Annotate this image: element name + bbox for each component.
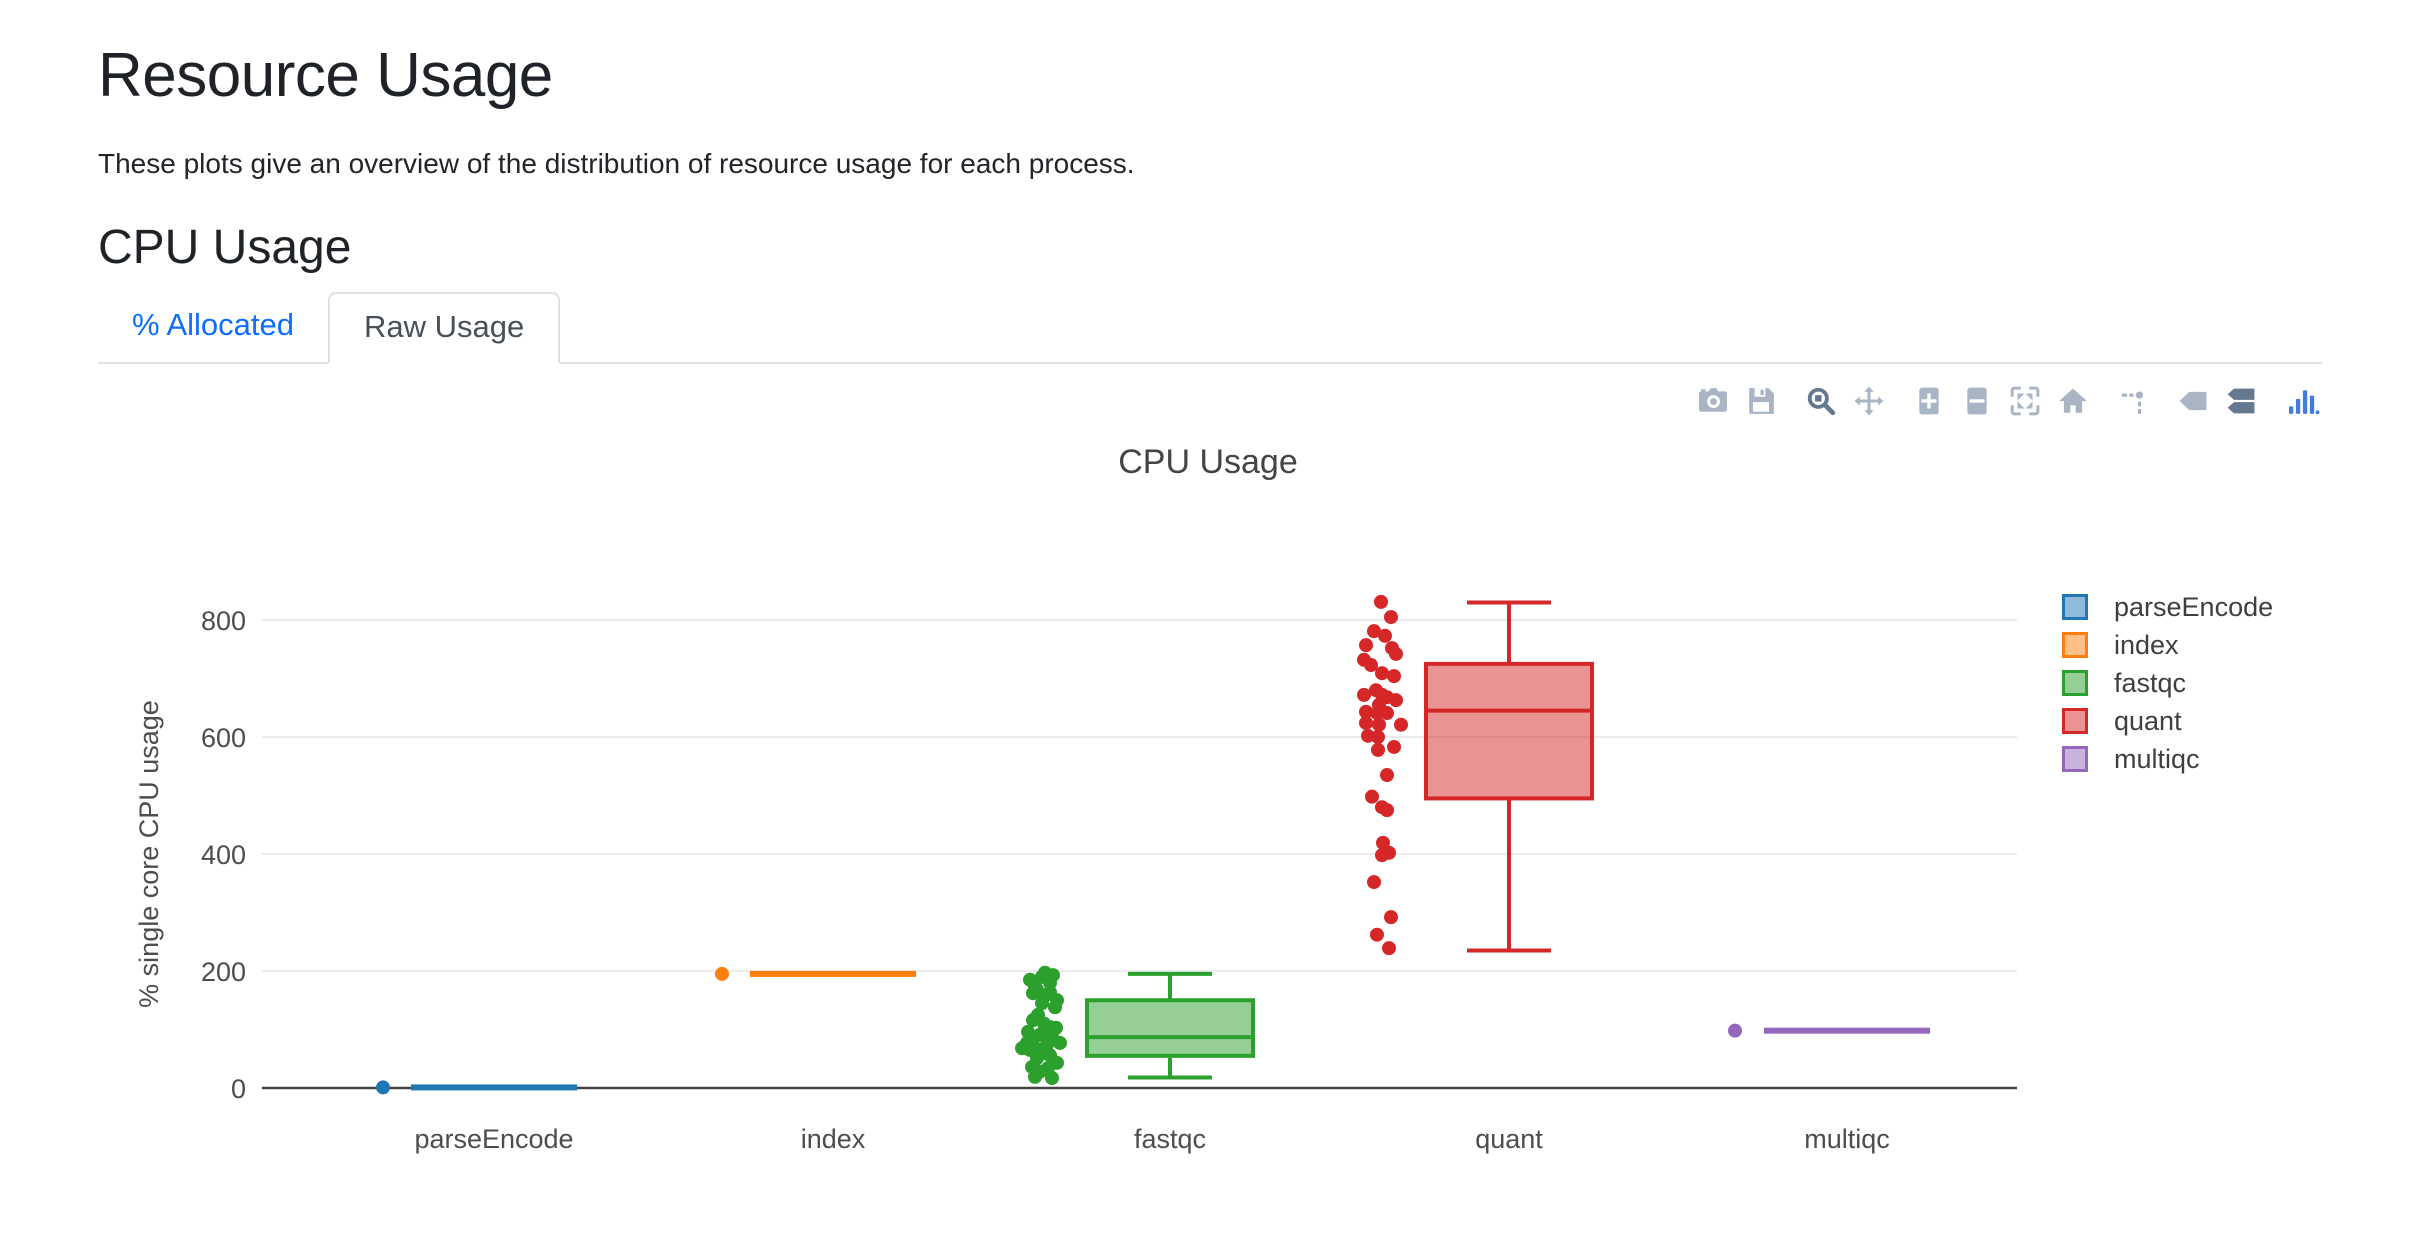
point-quant — [1387, 669, 1401, 684]
point-fastqc — [1028, 1069, 1042, 1084]
point-quant — [1375, 666, 1389, 681]
chart-title: CPU Usage — [1118, 443, 1298, 481]
box-multiqc — [1728, 1023, 1930, 1038]
point-quant — [1371, 742, 1385, 757]
point-quant — [1371, 730, 1385, 744]
plotly-logo-icon[interactable] — [2286, 386, 2322, 416]
point-quant — [1359, 704, 1373, 719]
point-quant — [1367, 875, 1381, 890]
point-quant — [1359, 715, 1373, 730]
point-quant — [1380, 803, 1394, 818]
legend-swatch-icon — [2062, 670, 2088, 696]
x-tick-label-fastqc: fastqc — [1134, 1124, 1206, 1154]
point-quant — [1367, 624, 1381, 639]
camera-icon[interactable] — [1698, 386, 1728, 416]
x-tick-label-quant: quant — [1475, 1124, 1543, 1154]
point-index — [715, 966, 729, 981]
reset-axes-icon[interactable] — [2058, 386, 2088, 416]
x-tick-label-multiqc: multiqc — [1804, 1124, 1890, 1154]
zoom-out-icon[interactable] — [1962, 386, 1992, 416]
point-quant — [1389, 693, 1403, 708]
hover-closest-icon[interactable] — [2178, 386, 2208, 416]
tab-bar: % Allocated Raw Usage — [98, 292, 2322, 364]
x-tick-label-parseEncode: parseEncode — [414, 1124, 573, 1154]
point-quant — [1387, 739, 1401, 754]
point-fastqc — [1053, 1035, 1067, 1050]
legend-item-fastqc[interactable]: fastqc — [2062, 667, 2273, 699]
autoscale-icon[interactable] — [2010, 386, 2040, 416]
box-index — [715, 966, 916, 981]
legend-label: quant — [2114, 706, 2182, 736]
box-fastqc — [1015, 965, 1255, 1086]
point-quant — [1382, 941, 1396, 956]
x-tick-label-index: index — [801, 1124, 866, 1154]
section-title: CPU Usage — [98, 221, 352, 274]
point-quant — [1370, 706, 1384, 721]
point-quant — [1375, 848, 1389, 863]
tab-percent-allocated[interactable]: % Allocated — [132, 307, 294, 342]
point-fastqc — [1026, 1013, 1040, 1028]
page-subtitle: These plots give an overview of the dist… — [98, 148, 1135, 179]
point-quant — [1380, 768, 1394, 783]
y-tick-label-200: 200 — [201, 957, 246, 987]
chart-legend: parseEncode index fastqc quant multiqc — [2062, 591, 2273, 781]
point-quant — [1384, 610, 1398, 625]
y-tick-label-600: 600 — [201, 723, 246, 753]
point-quant — [1364, 658, 1378, 673]
legend-item-quant[interactable]: quant — [2062, 705, 2273, 737]
legend-label: multiqc — [2114, 744, 2200, 774]
zoom-icon[interactable] — [1806, 386, 1836, 416]
point-quant — [1394, 717, 1408, 732]
hover-compare-icon[interactable] — [2226, 386, 2256, 416]
point-quant — [1372, 717, 1386, 732]
zoom-in-icon[interactable] — [1914, 386, 1944, 416]
point-multiqc — [1728, 1023, 1742, 1038]
box-quant — [1357, 594, 1594, 956]
point-quant — [1380, 706, 1394, 721]
point-fastqc — [1035, 996, 1049, 1011]
page-title: Resource Usage — [98, 41, 553, 110]
point-quant — [1359, 638, 1373, 653]
save-icon[interactable] — [1746, 386, 1776, 416]
point-quant — [1378, 628, 1392, 643]
legend-label: fastqc — [2114, 668, 2187, 698]
legend-swatch-icon — [2062, 708, 2088, 734]
point-fastqc — [1048, 1000, 1062, 1015]
point-quant — [1389, 646, 1403, 661]
y-tick-label-400: 400 — [201, 840, 246, 870]
plotly-modebar — [1698, 386, 2322, 416]
point-quant — [1365, 789, 1379, 804]
point-quant — [1357, 687, 1371, 702]
legend-label: parseEncode — [2114, 592, 2274, 622]
tab-raw-usage[interactable]: Raw Usage — [328, 292, 561, 364]
legend-item-multiqc[interactable]: multiqc — [2062, 743, 2273, 775]
pan-icon[interactable] — [1854, 386, 1884, 416]
point-fastqc — [1045, 1071, 1059, 1086]
box-parseEncode — [376, 1080, 577, 1095]
point-parseEncode — [376, 1080, 390, 1095]
y-tick-label-0: 0 — [231, 1074, 246, 1104]
legend-label: index — [2114, 630, 2179, 660]
legend-item-index[interactable]: index — [2062, 629, 2273, 661]
y-axis-title: % single core CPU usage — [134, 700, 164, 1008]
toggle-spikelines-icon[interactable] — [2118, 386, 2148, 416]
point-quant — [1370, 927, 1384, 942]
legend-item-parseEncode[interactable]: parseEncode — [2062, 591, 2273, 623]
legend-swatch-icon — [2062, 632, 2088, 658]
point-quant — [1374, 594, 1388, 609]
point-fastqc — [1026, 986, 1040, 1001]
legend-swatch-icon — [2062, 746, 2088, 772]
point-quant — [1384, 910, 1398, 925]
legend-swatch-icon — [2062, 594, 2088, 620]
y-tick-label-800: 800 — [201, 606, 246, 636]
